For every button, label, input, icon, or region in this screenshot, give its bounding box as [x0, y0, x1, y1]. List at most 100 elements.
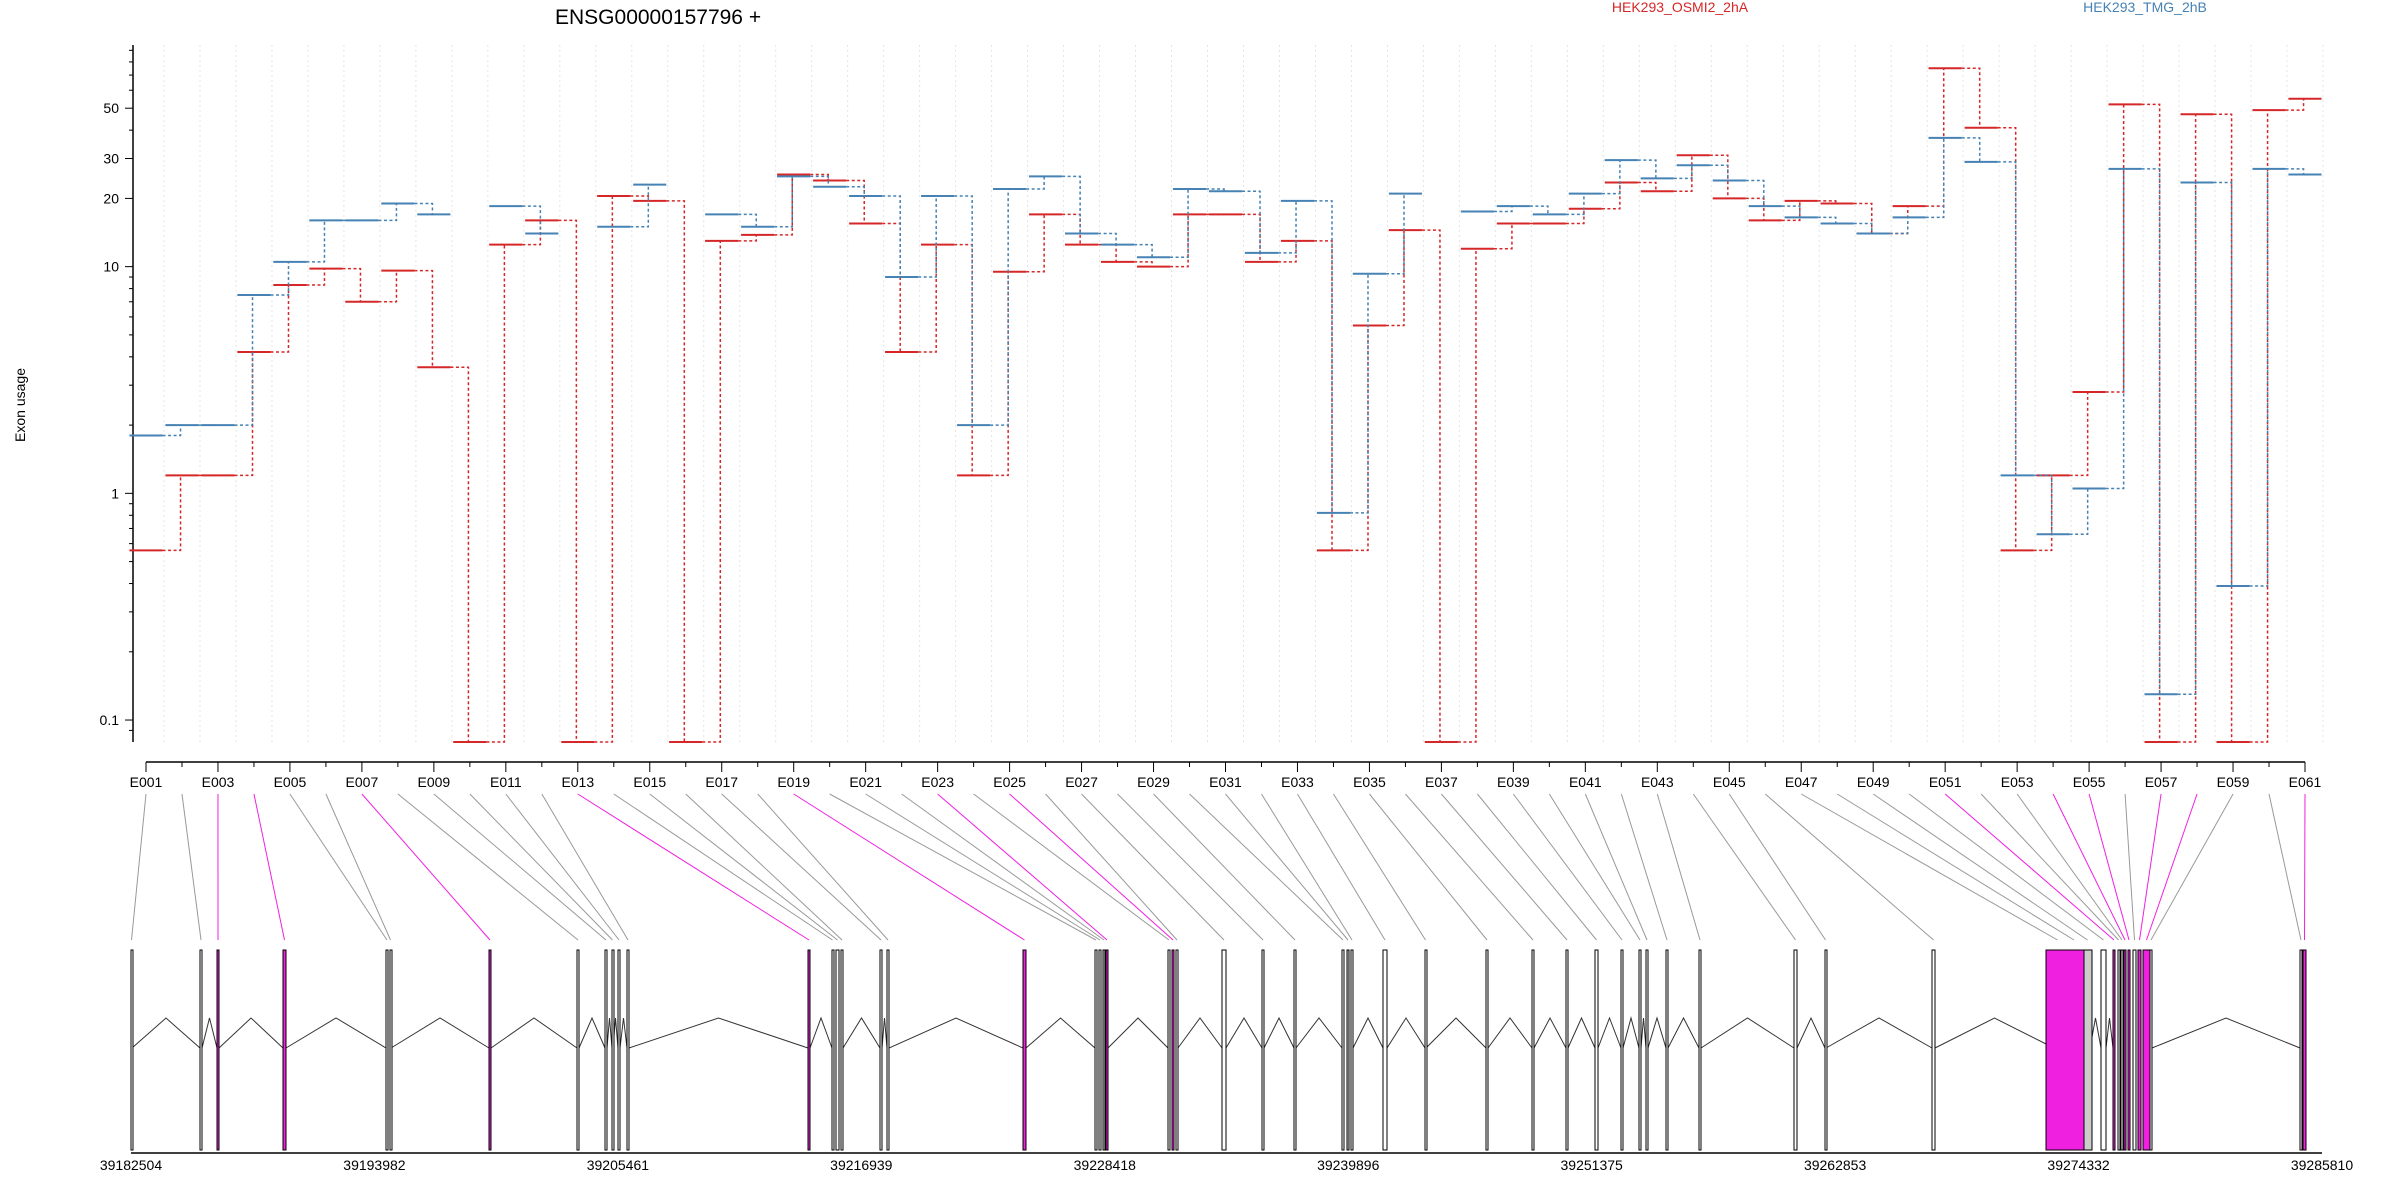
exon-block: [2149, 949, 2153, 1151]
exon-block: [216, 949, 220, 1151]
exon-block: [2299, 949, 2303, 1151]
series-connector: [2069, 391, 2089, 477]
series-1: [129, 67, 2322, 743]
exon-connector: [1045, 793, 1178, 941]
exon-block: [1261, 949, 1265, 1151]
exon-connector: [1944, 793, 2115, 941]
intron-line: [1352, 1016, 1384, 1049]
genomic-coordinate-axis: 39182504 39193982 39205461 39216939 39228418…: [100, 1152, 2353, 1173]
exon-block: [831, 949, 835, 1151]
coord-label: 39228418: [1074, 1157, 1137, 1173]
exon-block: [1098, 949, 1102, 1151]
exon-block: [1105, 949, 1109, 1151]
exon-connector-lines: [131, 793, 2306, 941]
exon-connector: [131, 793, 147, 941]
y-tick-label: 20: [103, 190, 119, 206]
exon-connector: [1692, 793, 1796, 941]
exon-connector: [253, 793, 285, 941]
exon-connector: [1872, 793, 2088, 941]
exon-connector: [1620, 793, 1668, 941]
exon-connector: [2146, 793, 2198, 941]
legend-entry-1: HEK293_OSMI2_2hA: [1612, 0, 1749, 15]
series-connector: [738, 213, 758, 228]
exon-connector: [1117, 793, 1264, 941]
intron-line: [1934, 1017, 2055, 1049]
exon-block: [1424, 949, 1428, 1151]
intron-line: [1295, 1017, 1343, 1049]
intron-line: [628, 1017, 809, 1049]
exon-connector: [2016, 793, 2123, 941]
exon-block: [488, 949, 492, 1151]
exon-block: [1167, 949, 1171, 1151]
intron-line: [2105, 1017, 2114, 1049]
series-connector: [162, 474, 182, 552]
exon-block: [611, 949, 615, 1151]
exon-connector: [2268, 793, 2302, 941]
x-tick-label: E003: [202, 774, 235, 790]
series-connector: [1062, 175, 1081, 235]
exon-block: [389, 949, 393, 1151]
intron-line: [606, 1017, 613, 1049]
x-tick-label: E027: [1065, 774, 1098, 790]
series-connector: [810, 175, 829, 188]
exon-block: [886, 949, 890, 1151]
y-axis: 0.1 1 10 20 30 50: [100, 45, 134, 742]
exon-connector: [2088, 793, 2130, 941]
series-connector: [378, 202, 398, 222]
exon-block: [2120, 949, 2124, 1151]
x-tick-label: E043: [1641, 774, 1674, 790]
series-connector: [378, 269, 398, 303]
exon-connector: [1908, 793, 2104, 941]
x-axis: E001 E003 E005 E007 E009 E011 E013 E015 E017 E019…: [130, 761, 2322, 790]
vertical-gridlines: [163, 45, 2324, 742]
exon-connector: [793, 793, 1025, 941]
exon-connector: [1081, 793, 1225, 941]
series-connector: [2033, 474, 2053, 552]
exon-block: [1620, 949, 1624, 1151]
intron-line: [1263, 1016, 1295, 1049]
series-connector: [1026, 175, 1045, 190]
exon-connector: [505, 793, 620, 941]
x-tick-label: E059: [2217, 774, 2250, 790]
series-connector: [1170, 213, 1189, 268]
intron-line: [842, 1017, 881, 1049]
exon-block: [835, 949, 840, 1151]
exon-connector: [1476, 793, 1597, 941]
exon-block: [1698, 949, 1702, 1151]
series-connector: [2177, 113, 2197, 743]
intron-line: [2151, 1017, 2301, 1049]
exon-block: [2117, 949, 2121, 1151]
exon-block: [1221, 949, 1227, 1151]
x-tick-label: E011: [490, 774, 522, 790]
exon-connector: [613, 793, 833, 941]
intron-line: [1796, 1016, 1826, 1049]
series-connector: [1170, 188, 1189, 259]
series-connector: [270, 261, 290, 296]
exon-connector: [685, 793, 843, 941]
series-connector: [1278, 240, 1297, 263]
intron-line: [1425, 1017, 1487, 1049]
series-connector: [1314, 240, 1333, 552]
exon-connector: [433, 793, 607, 941]
coord-label: 39216939: [830, 1157, 893, 1173]
exon-connector: [2124, 793, 2135, 941]
exon-connector: [1369, 793, 1488, 941]
exon-connector: [181, 793, 202, 941]
intron-line: [1386, 1017, 1426, 1049]
exon-connector: [1189, 793, 1344, 941]
exon-block: [2083, 949, 2093, 1151]
series-connector: [2105, 103, 2125, 393]
intron-line: [1700, 1017, 1795, 1049]
series-connector: [990, 188, 1009, 426]
series-connector: [2033, 474, 2053, 535]
x-tick-label: E041: [1569, 774, 1602, 790]
intron-line: [218, 1017, 284, 1049]
series-connector: [306, 219, 326, 263]
series-connector: [2249, 168, 2269, 587]
intron-line: [881, 1017, 888, 1049]
series-connector: [954, 195, 973, 426]
exon-block: [1171, 949, 1175, 1151]
exon-block: [199, 949, 203, 1151]
series-connector: [450, 366, 470, 743]
y-tick-label: 0.1: [100, 712, 120, 728]
